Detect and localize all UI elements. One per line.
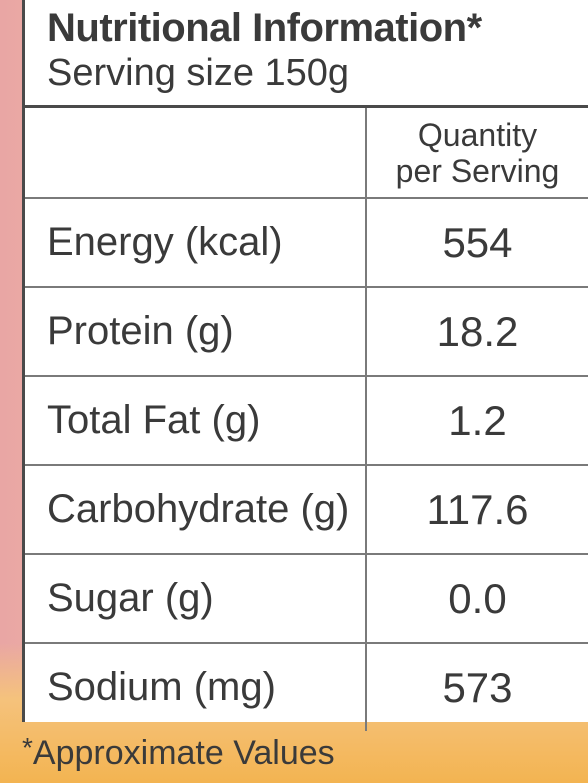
nutrient-value: 18.2 [366, 287, 588, 377]
table-row: Sugar (g) 0.0 [25, 554, 588, 644]
footnote-text: Approximate Values [32, 734, 335, 772]
nutrient-value: 573 [442, 663, 513, 711]
nutrient-name: Total Fat (g) [25, 376, 367, 466]
table-header-blank [25, 108, 367, 199]
table-row: Total Fat (g) 1.2 [25, 376, 588, 466]
nutrient-name: Sodium (mg) [25, 643, 367, 731]
nutrition-panel: Nutritional Information* Serving size 15… [22, 0, 588, 731]
column-header-line2: per Serving [395, 152, 560, 189]
nutrition-header: Nutritional Information* Serving size 15… [25, 0, 588, 108]
table-row: Protein (g) 18.2 [25, 287, 588, 377]
nutrient-name: Energy (kcal) [25, 198, 367, 288]
nutrition-table: Quantity per Serving Energy (kcal) 554 P… [25, 108, 588, 731]
page-title: Nutritional Information* [47, 6, 482, 50]
serving-size: Serving size 150g [47, 52, 350, 94]
table-row: Energy (kcal) 554 [25, 198, 588, 288]
column-header-line1: Quantity [417, 116, 538, 153]
nutrient-value: 554 [366, 198, 588, 288]
footnote-asterisk: * [22, 732, 33, 763]
table-row: Sodium (mg) 573 [25, 643, 588, 731]
footnote: *Approximate Values [22, 728, 335, 778]
nutrient-name: Sugar (g) [25, 554, 367, 644]
column-header-quantity: Quantity per Serving [366, 108, 588, 199]
table-row: Carbohydrate (g) 117.6 [25, 465, 588, 555]
nutrient-name: Carbohydrate (g) [25, 465, 367, 555]
nutrient-value: 1.2 [366, 376, 588, 466]
table-header-row: Quantity per Serving [25, 108, 588, 199]
nutrient-name: Protein (g) [25, 287, 367, 377]
nutrient-value: 0.0 [366, 554, 588, 644]
nutrient-value: 117.6 [366, 465, 588, 555]
